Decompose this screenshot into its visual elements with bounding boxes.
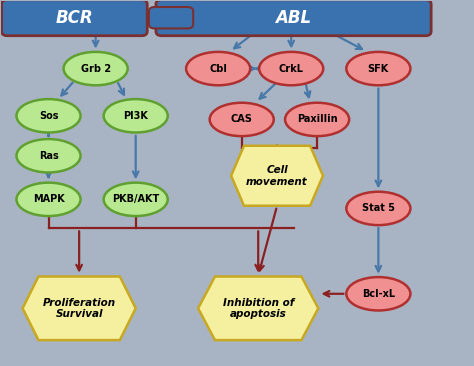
Ellipse shape <box>17 99 81 132</box>
Text: ABL: ABL <box>275 9 311 27</box>
Ellipse shape <box>17 183 81 216</box>
Ellipse shape <box>346 277 410 310</box>
FancyBboxPatch shape <box>1 0 147 36</box>
Text: CrkL: CrkL <box>279 64 304 74</box>
Text: Cell
movement: Cell movement <box>246 165 308 187</box>
Ellipse shape <box>346 52 410 85</box>
FancyBboxPatch shape <box>149 7 193 29</box>
Ellipse shape <box>285 103 349 136</box>
Text: PI3K: PI3K <box>123 111 148 121</box>
Text: Stat 5: Stat 5 <box>362 203 395 213</box>
Text: Paxillin: Paxillin <box>297 115 337 124</box>
Ellipse shape <box>104 183 168 216</box>
Ellipse shape <box>186 52 250 85</box>
Text: Cbl: Cbl <box>209 64 227 74</box>
Text: Inhibition of
apoptosis: Inhibition of apoptosis <box>223 298 294 319</box>
Ellipse shape <box>346 192 410 225</box>
Text: Ras: Ras <box>39 151 58 161</box>
Text: Proliferation
Survival: Proliferation Survival <box>43 298 116 319</box>
Ellipse shape <box>17 139 81 172</box>
Ellipse shape <box>104 99 168 132</box>
Polygon shape <box>231 146 323 206</box>
Ellipse shape <box>259 52 323 85</box>
Polygon shape <box>23 277 136 340</box>
Text: SFK: SFK <box>368 64 389 74</box>
Ellipse shape <box>64 52 128 85</box>
Text: MAPK: MAPK <box>33 194 64 204</box>
Text: PKB/AKT: PKB/AKT <box>112 194 159 204</box>
Text: Grb 2: Grb 2 <box>81 64 111 74</box>
Text: Sos: Sos <box>39 111 58 121</box>
Text: CAS: CAS <box>231 115 253 124</box>
Ellipse shape <box>210 103 274 136</box>
Text: Bcl-xL: Bcl-xL <box>362 289 395 299</box>
FancyBboxPatch shape <box>156 0 431 36</box>
Polygon shape <box>198 277 318 340</box>
Text: BCR: BCR <box>55 9 93 27</box>
